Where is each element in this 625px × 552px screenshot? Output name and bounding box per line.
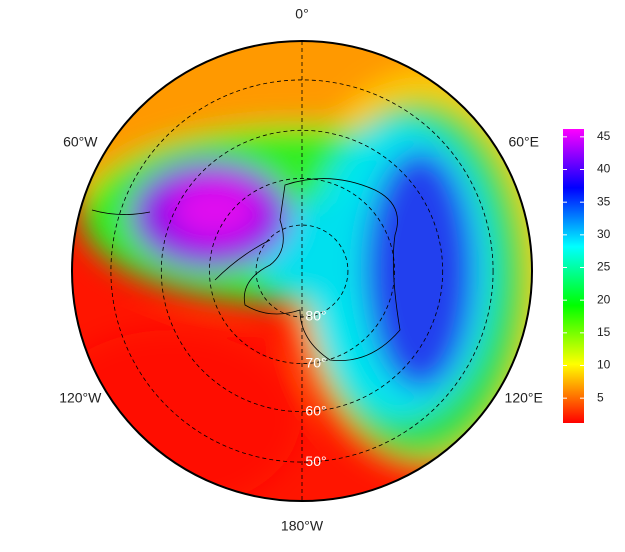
latitude-ring [255,224,349,318]
colorbar-label: 45 [597,129,611,143]
field [72,41,532,501]
colorbar-label: 15 [597,325,611,339]
colorbar-label: 5 [597,390,604,404]
peninsula [214,239,271,281]
longitude-label: 0° [295,6,308,22]
latitude-ring [110,79,494,463]
colorbar-label: 25 [597,260,611,274]
colorbar [563,129,584,423]
coastline [243,178,401,361]
longitude-label: 180°W [281,518,324,534]
coastline [91,209,151,215]
colorbar-label: 30 [597,227,611,241]
latitude-ring [160,129,444,413]
latitude-label: 60° [305,402,326,418]
latitude-label: 50° [305,453,326,469]
latitude-label: 70° [305,354,326,370]
colorbar-label: 40 [597,162,611,176]
colorbar-label: 35 [597,194,611,208]
longitude-label: 120°W [59,390,102,406]
latitude-label: 80° [305,308,326,324]
longitude-label: 120°E [505,390,543,406]
longitude-label: 60°W [63,134,98,150]
colorbar-label: 20 [597,292,611,306]
longitude-label: 60°E [508,134,539,150]
latitude-ring [209,178,395,364]
colorbar-label: 10 [597,358,611,372]
